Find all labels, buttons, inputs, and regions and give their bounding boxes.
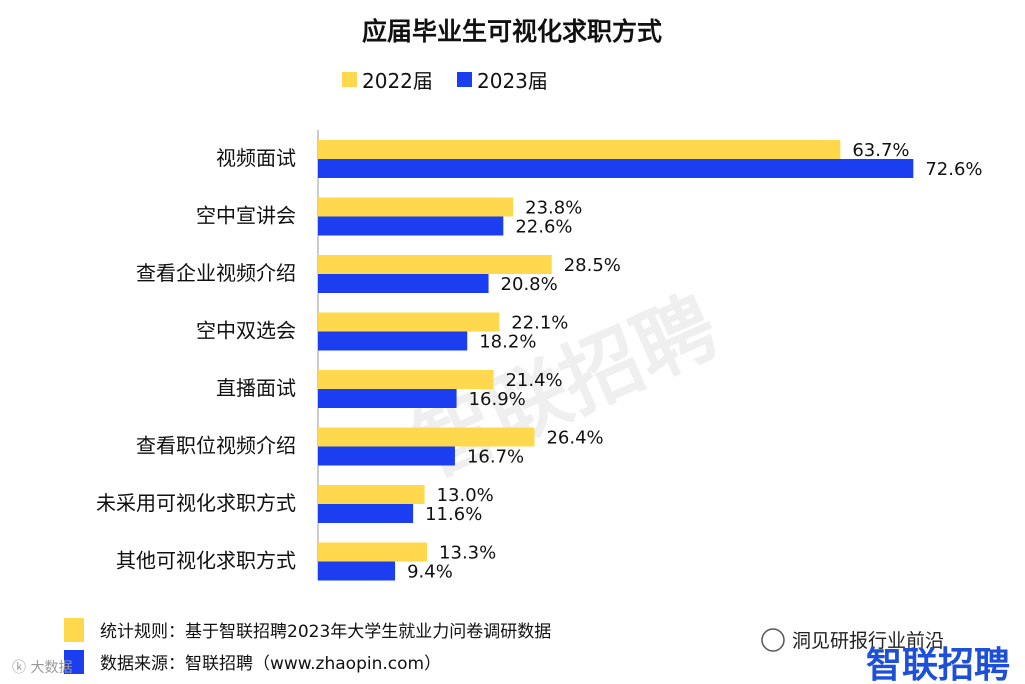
- bar-0-2: [318, 255, 552, 274]
- note-text-0: 统计规则：基于智联招聘2023年大学生就业力问卷调研数据: [100, 622, 551, 642]
- bar-1-0: [318, 159, 914, 178]
- bar-1-5: [318, 446, 455, 466]
- category-label-2: 查看企业视频介绍: [136, 261, 296, 285]
- value-label-1-0: 72.6%: [925, 159, 982, 180]
- bar-group: 视频面试 63.7% 72.6% 空中宣讲会 23.8%22.6% 查看企业视频介绍 28.…: [96, 140, 983, 583]
- category-label-5: 查看职位视频介绍: [136, 434, 296, 458]
- chart-title: 应届毕业生可视化求职方式: [362, 17, 662, 46]
- legend-label-1: 2023届: [477, 69, 548, 93]
- notes: 统计规则：基于智联招聘2023年大学生就业力问卷调研数据数据来源：智联招聘（ww…: [64, 618, 551, 674]
- value-label-1-2: 20.8%: [501, 274, 558, 295]
- value-label-0-1: 23.8%: [525, 198, 582, 219]
- note-swatch-0: [64, 618, 84, 642]
- corner-watermark-text: ⓚ 大数据: [12, 660, 72, 676]
- bar-1-6: [318, 504, 414, 523]
- wechat-icon: [761, 628, 785, 652]
- bar-0-6: [318, 485, 425, 504]
- bar-0-7: [318, 542, 428, 562]
- value-label-0-6: 13.0%: [437, 485, 494, 506]
- value-label-0-5: 26.4%: [546, 428, 603, 449]
- category-label-4: 直播面试: [216, 376, 296, 400]
- legend: 2022届 2023届: [342, 69, 548, 93]
- value-label-1-3: 18.2%: [479, 332, 536, 353]
- note-text-1: 数据来源：智联招聘（www.zhaopin.com）: [100, 654, 441, 674]
- value-label-0-7: 13.3%: [439, 543, 496, 564]
- brand-logo: 智联招聘: [866, 645, 1010, 684]
- bar-1-2: [318, 274, 489, 293]
- category-label-3: 空中双选会: [196, 319, 296, 343]
- bar-0-4: [318, 370, 494, 389]
- legend-swatch-0: [342, 72, 357, 87]
- category-label-1: 空中宣讲会: [196, 204, 296, 228]
- bar-1-7: [318, 561, 396, 581]
- bar-1-3: [318, 331, 468, 351]
- bar-0-5: [318, 427, 535, 447]
- value-label-0-3: 22.1%: [511, 313, 568, 334]
- value-label-0-2: 28.5%: [564, 255, 621, 276]
- category-label-7: 其他可视化求职方式: [116, 549, 296, 573]
- category-label-0: 视频面试: [216, 146, 296, 170]
- value-label-1-4: 16.9%: [469, 389, 526, 410]
- value-label-0-0: 63.7%: [852, 140, 909, 161]
- value-label-1-1: 22.6%: [515, 217, 572, 238]
- bar-0-0: [318, 140, 841, 159]
- note-swatch-1: [64, 650, 84, 674]
- category-label-6: 未采用可视化求职方式: [96, 491, 296, 515]
- bar-1-1: [318, 216, 504, 236]
- account-label: 洞见研报行业前沿: [792, 630, 944, 652]
- value-label-0-4: 21.4%: [505, 370, 562, 391]
- value-label-1-6: 11.6%: [425, 504, 482, 525]
- bar-0-3: [318, 312, 500, 332]
- value-label-1-5: 16.7%: [467, 447, 524, 468]
- legend-label-0: 2022届: [362, 69, 433, 93]
- bar-0-1: [318, 197, 514, 217]
- bar-1-4: [318, 389, 457, 408]
- value-label-1-7: 9.4%: [407, 562, 453, 583]
- legend-swatch-1: [457, 72, 472, 87]
